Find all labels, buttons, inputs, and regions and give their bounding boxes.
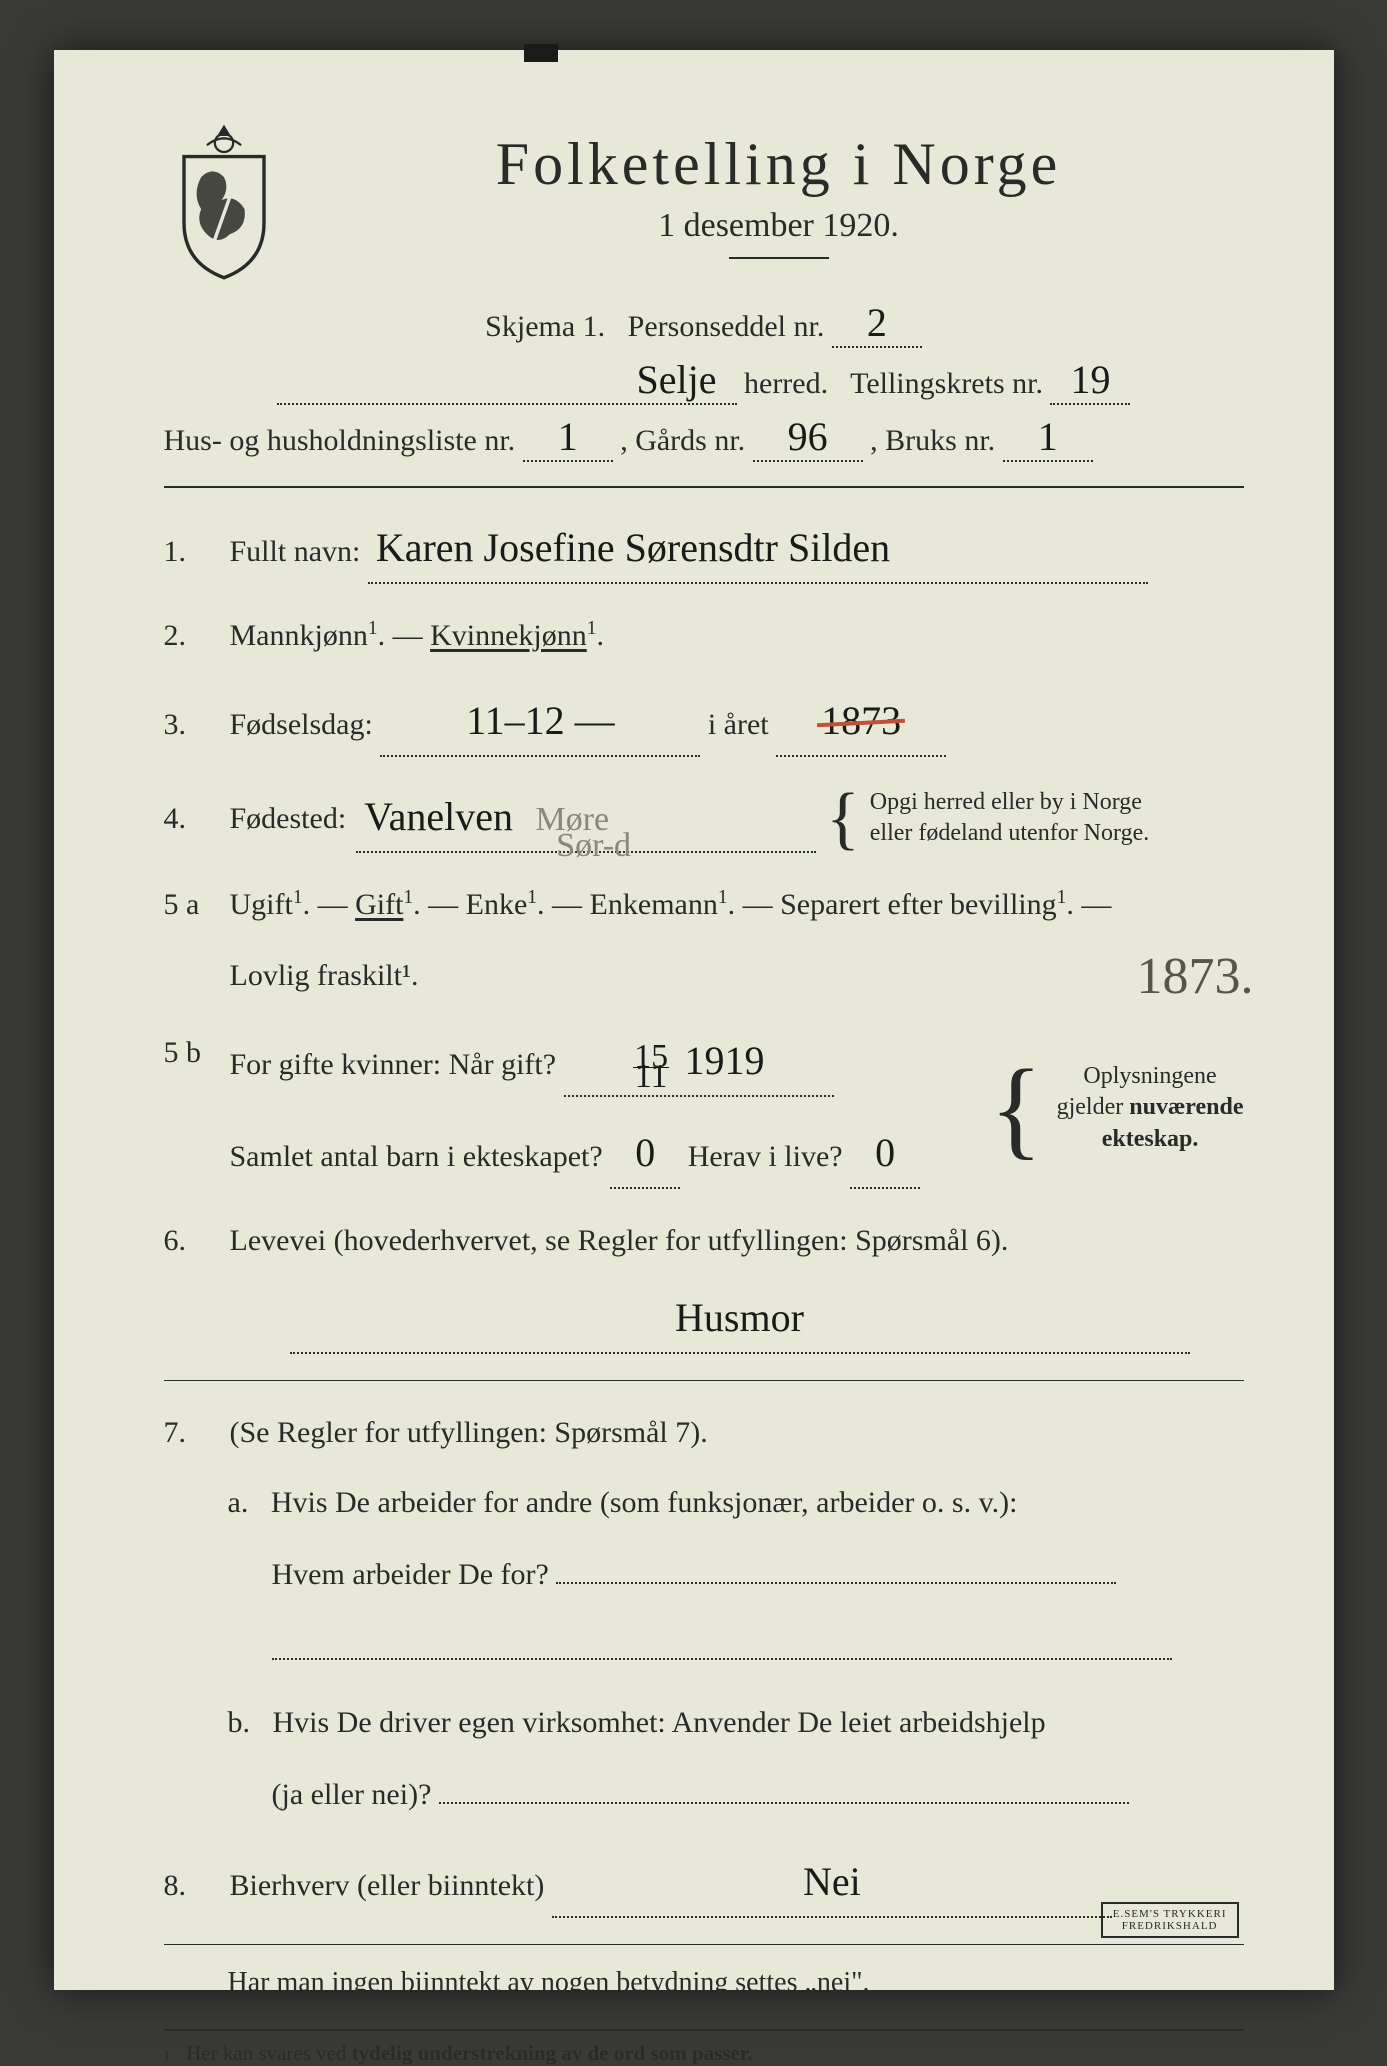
footnote: 1 Her kan svares ved tydelig understrekn… — [164, 2041, 1244, 2066]
q5a-line2: Lovlig fraskilt¹. — [230, 950, 1244, 1001]
section-rule-3 — [164, 1944, 1244, 1945]
note-line: Har man ingen biinntekt av nogen betydni… — [164, 1967, 1244, 1999]
q7-num: 7. — [164, 1407, 212, 1458]
q8-label: Bierhverv (eller biinntekt) — [230, 1869, 545, 1902]
q7a-label: a. — [228, 1486, 249, 1519]
gards-label: , Gårds nr. — [620, 424, 745, 457]
q2-sep: . — — [378, 619, 423, 652]
skjema-label: Skjema 1. — [485, 310, 605, 343]
q5b-label3: Herav i live? — [688, 1140, 843, 1173]
q5b-barn-total: 0 — [635, 1119, 655, 1187]
q3-year: 1873 — [821, 687, 901, 755]
q7a-block: a. Hvis De arbeider for andre (som funks… — [164, 1476, 1244, 1678]
q6-row: 6. Levevei (hovederhvervet, se Regler fo… — [164, 1215, 1244, 1354]
q5b-label1: For gifte kvinner: Når gift? — [230, 1048, 557, 1081]
printer-line1: E.SEM'S TRYKKERI — [1113, 1908, 1227, 1920]
q4-advisory: Opgi herred eller by i Norge eller fødel… — [870, 787, 1149, 849]
q1-num: 1. — [164, 526, 212, 577]
husliste-label: Hus- og husholdningsliste nr. — [164, 424, 516, 457]
footnote-rule — [164, 2029, 1244, 2031]
q5a-selected: Gift — [355, 888, 403, 921]
section-rule-2 — [164, 1380, 1244, 1381]
herred-line: Selje herred. Tellingskrets nr. 19 — [164, 356, 1244, 405]
q7a-text1: Hvis De arbeider for andre (som funksjon… — [271, 1486, 1018, 1519]
q7b-text1: Hvis De driver egen virksomhet: Anvender… — [273, 1706, 1046, 1739]
q3-label: Fødselsdag: — [230, 708, 373, 741]
q2-kvinne: Kvinnekjønn — [430, 619, 587, 652]
header: Folketelling i Norge 1 desember 1920. — [164, 100, 1244, 289]
q1-row: 1. Fullt navn: Karen Josefine Sørensdtr … — [164, 514, 1244, 584]
q5b-adv1: Oplysningene — [1083, 1063, 1216, 1089]
q7b-text2: (ja eller nei)? — [272, 1778, 432, 1811]
q4-value: Vanelven — [364, 783, 513, 851]
q3-mid: i året — [708, 708, 769, 741]
q5b-row: 5 b For gifte kvinner: Når gift? 15 11 1… — [164, 1027, 1244, 1189]
q3-num: 3. — [164, 699, 212, 750]
q8-num: 8. — [164, 1860, 212, 1911]
q2-end: . — [596, 619, 604, 652]
q7b-block: b. Hvis De driver egen virksomhet: Anven… — [164, 1696, 1244, 1822]
brace-icon: { — [826, 794, 860, 843]
section-rule-1 — [164, 486, 1244, 488]
brace-icon: { — [990, 1070, 1043, 1147]
q3-row: 3. Fødselsdag: 11–12 — i året 1873 — [164, 687, 1244, 757]
q7-row: 7. (Se Regler for utfyllingen: Spørsmål … — [164, 1407, 1244, 1458]
scan-edge-artifact — [524, 44, 558, 62]
coat-of-arms-icon — [164, 120, 284, 280]
q5b-barn-live: 0 — [875, 1119, 895, 1187]
q5a-row: 5 a Ugift1. — Gift1. — Enke1. — Enkemann… — [164, 879, 1244, 1001]
q4-row: 4. Fødested: Vanelven Møre Sør-d { Opgi … — [164, 783, 1244, 853]
q6-label: Levevei (hovederhvervet, se Regler for u… — [230, 1224, 1009, 1257]
footnote-marker: 1 — [164, 2048, 171, 2063]
skjema-line: Skjema 1. Personseddel nr. 2 — [164, 299, 1244, 348]
printer-stamp: E.SEM'S TRYKKERI FREDRIKSHALD — [1101, 1902, 1239, 1938]
title-block: Folketelling i Norge 1 desember 1920. — [314, 100, 1244, 289]
herred-name: Selje — [637, 356, 717, 403]
q7a-text2: Hvem arbeider De for? — [272, 1558, 549, 1591]
q1-label: Fullt navn: — [230, 535, 361, 568]
husliste-line: Hus- og husholdningsliste nr. 1 , Gårds … — [164, 413, 1244, 462]
margin-year-note: 1873. — [1137, 933, 1254, 1021]
bruks-label: , Bruks nr. — [870, 424, 995, 457]
tellingskrets-label: Tellingskrets nr. — [850, 367, 1043, 400]
q7b-label: b. — [228, 1706, 251, 1739]
q5b-label2: Samlet antal barn i ekteskapet? — [230, 1140, 603, 1173]
q4-label: Fødested: — [230, 793, 347, 844]
herred-label: herred. — [744, 367, 828, 400]
q7-label: (Se Regler for utfyllingen: Spørsmål 7). — [230, 1407, 1244, 1458]
q5a-num: 5 a — [164, 879, 212, 930]
personseddel-nr: 2 — [867, 299, 887, 346]
q5b-year: 1919 — [684, 1027, 764, 1095]
q5b-num: 5 b — [164, 1027, 212, 1078]
q5b-date-bottom: 11 — [633, 1067, 670, 1087]
q4-num: 4. — [164, 793, 212, 844]
gards-nr: 96 — [788, 413, 828, 460]
tellingskrets-nr: 19 — [1070, 356, 1110, 403]
q3-day: 11–12 — — [466, 687, 615, 755]
bruks-nr: 1 — [1038, 413, 1058, 460]
q8-row: 8. Bierhverv (eller biinntekt) Nei — [164, 1848, 1244, 1918]
census-form-paper: Folketelling i Norge 1 desember 1920. Sk… — [54, 50, 1334, 1990]
printer-line2: FREDRIKSHALD — [1113, 1920, 1227, 1932]
husliste-nr: 1 — [558, 413, 578, 460]
q4-adv2: eller fødeland utenfor Norge. — [870, 820, 1149, 846]
main-title: Folketelling i Norge — [314, 130, 1244, 199]
q2-row: 2. Mannkjønn1. — Kvinnekjønn1. — [164, 610, 1244, 661]
q4-adv1: Opgi herred eller by i Norge — [870, 789, 1142, 815]
title-rule — [729, 257, 829, 259]
personseddel-label: Personseddel nr. — [628, 310, 825, 343]
q4-pencil: Sør-d — [556, 817, 631, 875]
date-line: 1 desember 1920. — [314, 207, 1244, 245]
q2-mann: Mannkjønn — [230, 619, 368, 652]
q2-num: 2. — [164, 610, 212, 661]
q1-value: Karen Josefine Sørensdtr Silden — [376, 514, 890, 582]
q6-num: 6. — [164, 1215, 212, 1266]
q6-value: Husmor — [675, 1284, 804, 1352]
q5b-advisory: Oplysningene gjelder nuværende ekteskap. — [1057, 1061, 1244, 1155]
q8-value: Nei — [803, 1848, 861, 1916]
